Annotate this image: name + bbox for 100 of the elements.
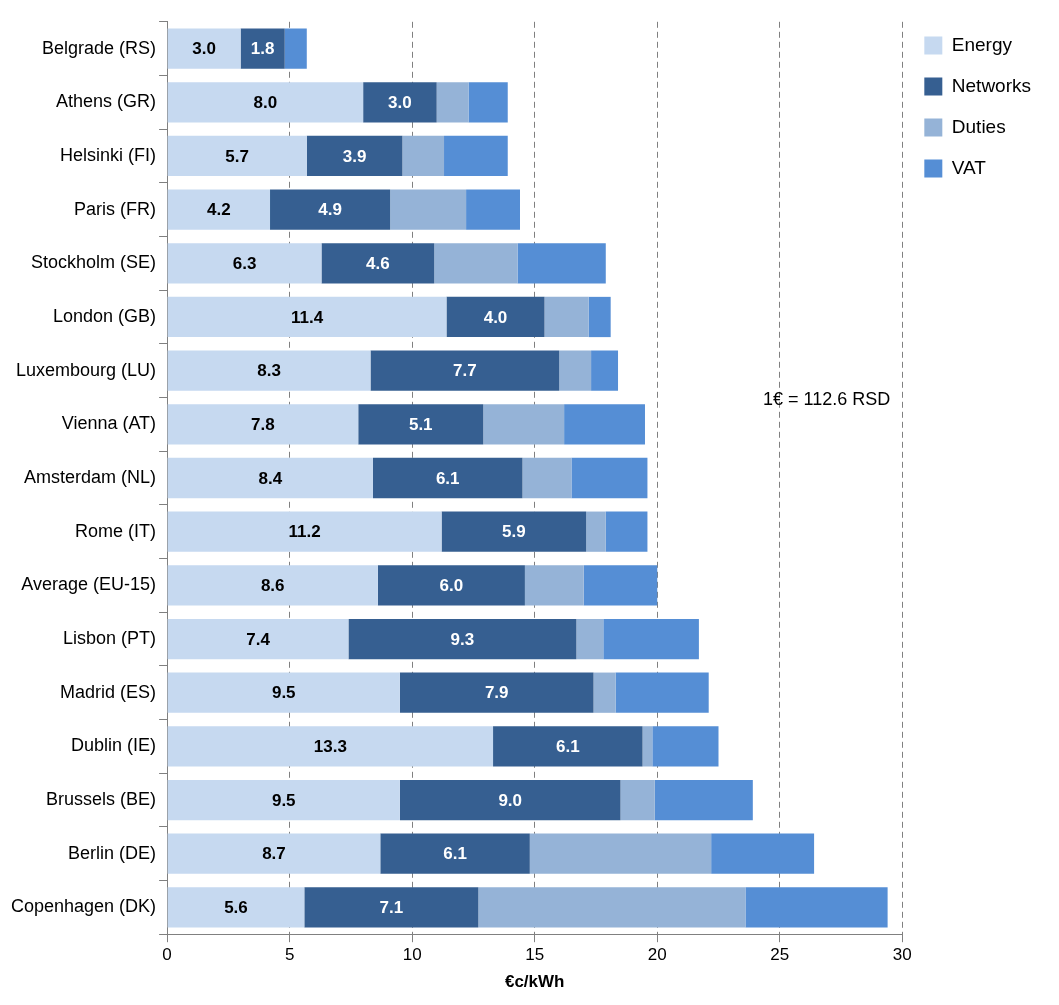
y-tick-label: Luxembourg (LU) [16, 359, 157, 380]
data-label: 7.8 [251, 415, 275, 435]
data-label: 4.0 [483, 307, 508, 327]
bar [605, 511, 648, 552]
data-label: 6.1 [435, 468, 460, 488]
bar [517, 243, 606, 284]
bar [167, 565, 378, 606]
y-tick-label: Stockholm (SE) [31, 252, 157, 273]
bar [363, 82, 437, 123]
y-tick-label: Helsinki (FI) [60, 144, 157, 165]
bar [588, 296, 611, 338]
y-tick-label: Madrid (ES) [60, 681, 157, 702]
data-label: 9.0 [498, 790, 523, 810]
bar [167, 833, 381, 874]
bar [304, 887, 479, 928]
bar [544, 296, 589, 338]
bar [493, 726, 643, 767]
bar [524, 565, 584, 606]
data-label: 8.0 [253, 92, 278, 112]
bar [358, 404, 484, 445]
data-label: 8.7 [262, 844, 286, 864]
data-label: 7.4 [246, 629, 271, 649]
bar [372, 457, 523, 499]
bar [167, 404, 359, 445]
y-tick-label: Brussels (BE) [46, 788, 157, 809]
bar [321, 243, 435, 284]
bar [167, 350, 371, 391]
data-label: 5.9 [502, 522, 526, 542]
y-tick-label: Athens (GR) [56, 91, 157, 112]
data-label: 7.1 [379, 898, 404, 918]
bar [576, 618, 604, 660]
bar [370, 350, 560, 391]
data-label: 9.5 [271, 790, 296, 810]
data-label: 4.9 [318, 200, 342, 220]
legend-label: VAT [951, 156, 987, 178]
x-tick-label: 30 [892, 945, 912, 965]
bar [583, 565, 658, 606]
bar [615, 672, 709, 713]
bar [270, 189, 391, 230]
bar [167, 618, 349, 660]
data-label: 11.4 [290, 307, 324, 327]
data-label: 7.7 [453, 361, 477, 381]
bar [167, 672, 400, 713]
data-label: 3.0 [192, 39, 216, 59]
y-tick-label: Belgrade (RS) [42, 37, 157, 58]
bar [240, 28, 285, 69]
data-label: 11.2 [288, 522, 321, 542]
y-tick-label: Dublin (IE) [71, 735, 157, 756]
bar [478, 887, 746, 928]
bar [167, 511, 442, 552]
y-tick-label: Vienna (AT) [61, 413, 157, 434]
legend-label: Duties [951, 115, 1006, 137]
bar [348, 618, 577, 660]
annotation: 1€ = 112.6 RSD [763, 389, 891, 410]
data-label: 4.6 [366, 254, 390, 274]
bar [377, 565, 525, 606]
bar [446, 296, 545, 338]
legend-label: Energy [951, 33, 1013, 55]
y-tick-label: Amsterdam (NL) [24, 466, 157, 487]
data-label: 5.1 [408, 415, 433, 435]
bar [167, 189, 271, 230]
data-label: 7.9 [484, 683, 509, 703]
bar [444, 135, 508, 177]
data-label: 3.9 [342, 146, 367, 166]
y-tick-label: Copenhagen (DK) [11, 896, 157, 917]
bar [167, 726, 494, 767]
bar [390, 189, 467, 230]
y-tick-label: Berlin (DE) [68, 842, 157, 863]
bar [652, 726, 719, 767]
bar [402, 135, 445, 177]
data-label: 8.3 [257, 361, 281, 381]
data-label: 6.0 [439, 576, 464, 596]
y-tick-label: London (GB) [53, 305, 157, 326]
bar [468, 82, 508, 123]
bar [284, 28, 307, 69]
bar [591, 350, 619, 391]
bar [745, 887, 888, 928]
x-tick-label: 0 [162, 945, 172, 965]
bar [593, 672, 616, 713]
bar [559, 350, 592, 391]
bar [380, 833, 530, 874]
data-label: 3.0 [388, 92, 412, 112]
bar [306, 135, 403, 177]
data-label: 9.3 [450, 629, 475, 649]
bar [167, 28, 241, 69]
bar [399, 779, 621, 821]
y-tick-label: Rome (IT) [75, 520, 157, 541]
data-label: 4.2 [206, 200, 231, 220]
data-label: 6.3 [232, 254, 257, 274]
data-label: 9.5 [271, 683, 296, 703]
bar [167, 243, 322, 284]
bar [167, 457, 373, 499]
data-label: 13.3 [313, 737, 347, 757]
bar [603, 618, 699, 660]
bar [642, 726, 653, 767]
x-tick-label: 20 [647, 945, 667, 965]
bar [399, 672, 594, 713]
bar [654, 779, 753, 821]
bar [167, 887, 305, 928]
bar [529, 833, 712, 874]
